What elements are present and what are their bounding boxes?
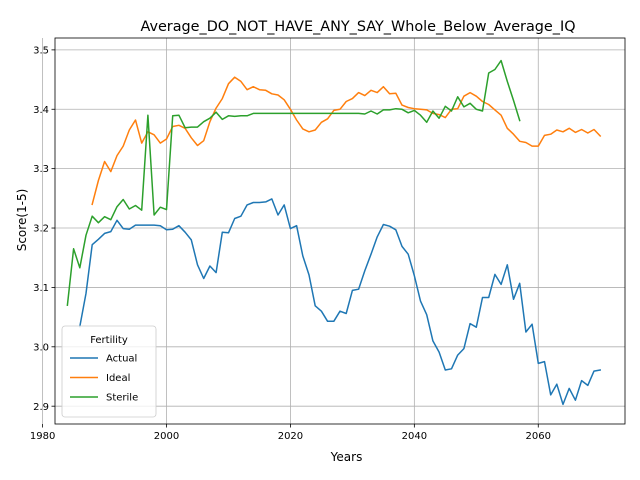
series-layer — [66, 59, 602, 406]
legend-label-actual: Actual — [106, 354, 137, 365]
plot-area-frame — [54, 37, 626, 425]
x-tick-label: 2040 — [402, 431, 427, 442]
x-tick-label: 1980 — [30, 431, 55, 442]
x-axis: 1980 2000 2020 2040 2060 — [30, 424, 551, 442]
y-tick-label: 3.1 — [33, 283, 49, 294]
legend-box — [61, 325, 157, 418]
chart-title: Average_DO_NOT_HAVE_ANY_SAY_Whole_Below_… — [140, 19, 575, 35]
y-tick-label: 3.3 — [33, 164, 49, 175]
y-tick-label: 3.0 — [33, 342, 49, 353]
y-tick-label: 2.9 — [33, 402, 49, 413]
y-tick-label: 3.2 — [33, 224, 49, 235]
series-line-sterile — [66, 59, 521, 307]
x-tick-label: 2000 — [154, 431, 179, 442]
x-axis-label: Years — [330, 450, 363, 464]
legend-label-ideal: Ideal — [106, 373, 130, 384]
x-tick-label: 2060 — [526, 431, 551, 442]
series-line-actual — [78, 198, 602, 406]
x-tick-label: 2020 — [278, 431, 303, 442]
y-axis: 2.9 3.0 3.1 3.2 3.3 3.4 3.5 — [33, 45, 55, 413]
y-tick-label: 3.4 — [33, 105, 49, 116]
legend: Fertility Actual Ideal Sterile — [61, 325, 157, 418]
legend-title: Fertility — [90, 335, 128, 346]
y-tick-label: 3.5 — [33, 45, 49, 56]
y-axis-label: Score(1-5) — [15, 189, 29, 252]
series-line-ideal — [91, 76, 602, 206]
legend-label-sterile: Sterile — [106, 393, 138, 404]
